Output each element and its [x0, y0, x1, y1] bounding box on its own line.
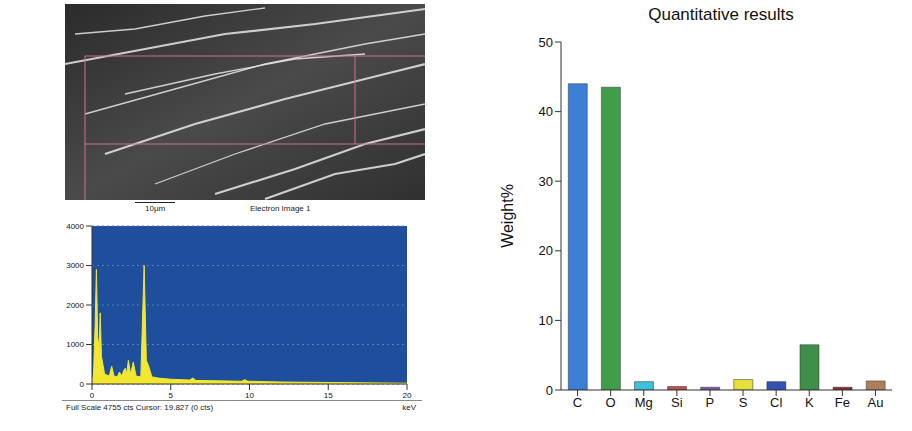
svg-text:C: C: [573, 395, 582, 410]
svg-text:40: 40: [539, 104, 553, 119]
html-text:10µm: 10µm: [145, 204, 166, 213]
svg-text:20: 20: [403, 391, 412, 400]
svg-text:K: K: [805, 395, 814, 410]
svg-text:5: 5: [169, 391, 174, 400]
svg-text:Mg: Mg: [635, 395, 653, 410]
svg-text:0: 0: [90, 391, 95, 400]
svg-text:Weight%: Weight%: [499, 184, 516, 248]
svg-text:2000: 2000: [66, 301, 84, 310]
svg-text:3000: 3000: [66, 261, 84, 270]
svg-text:Cl: Cl: [770, 395, 782, 410]
svg-text:4000: 4000: [66, 222, 84, 231]
svg-text:Au: Au: [867, 395, 883, 410]
svg-text:30: 30: [539, 174, 553, 189]
svg-text:S: S: [739, 395, 748, 410]
svg-text:10: 10: [539, 313, 553, 328]
svg-text:50: 50: [539, 35, 553, 50]
svg-text:20: 20: [539, 243, 553, 258]
html-text:keV: keV: [402, 403, 416, 412]
html-text:Quantitative results: Quantitative results: [648, 5, 794, 24]
svg-text:0: 0: [80, 380, 85, 389]
svg-text:Si: Si: [671, 395, 683, 410]
svg-text:1000: 1000: [66, 340, 84, 349]
html-text:Electron Image 1: Electron Image 1: [250, 204, 311, 213]
svg-text:10: 10: [245, 391, 254, 400]
svg-text:Fe: Fe: [835, 395, 850, 410]
svg-text:0: 0: [546, 383, 553, 398]
svg-text:O: O: [606, 395, 616, 410]
html-text:Full Scale 4755 cts Cursor: 19: Full Scale 4755 cts Cursor: 19.827 (0 ct…: [66, 403, 214, 412]
svg-text:P: P: [706, 395, 715, 410]
svg-text:15: 15: [324, 391, 333, 400]
